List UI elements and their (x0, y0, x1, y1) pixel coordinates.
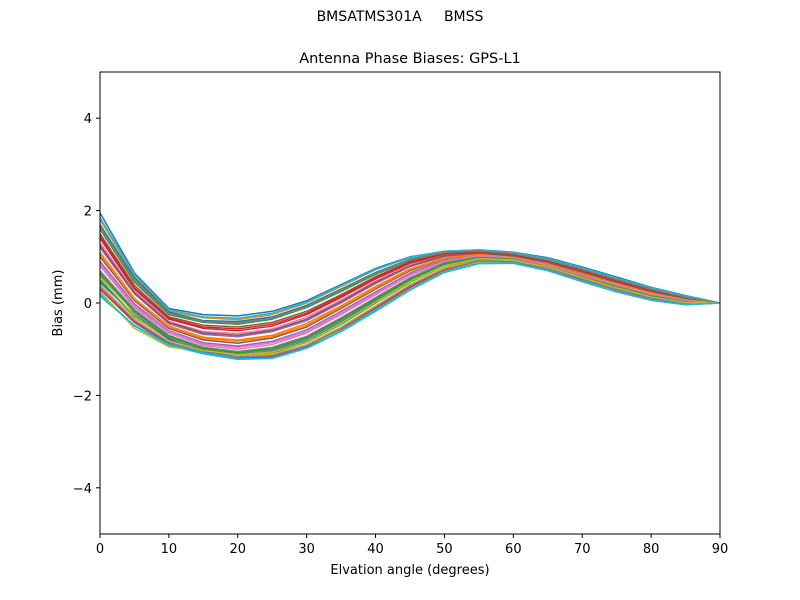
series-line-27 (100, 255, 720, 349)
y-tick-label: −2 (73, 389, 92, 404)
y-tick-label: −4 (73, 482, 92, 497)
x-tick-label: 50 (436, 542, 453, 557)
y-tick-label: 4 (84, 112, 92, 127)
x-tick-label: 70 (574, 542, 591, 557)
x-tick-label: 30 (298, 542, 315, 557)
x-tick-label: 10 (161, 542, 178, 557)
chart-title: Antenna Phase Biases: GPS-L1 (299, 51, 521, 67)
series-line-3 (100, 228, 720, 326)
y-axis: −4 −2 0 2 4 (73, 112, 100, 497)
y-tick-label: 0 (84, 297, 92, 312)
x-tick-label: 40 (367, 542, 384, 557)
series-line-20 (100, 217, 720, 319)
series-line-24 (100, 235, 720, 330)
series-line-22 (100, 253, 720, 343)
series-line-26 (100, 244, 720, 337)
x-tick-label: 0 (96, 542, 104, 557)
x-tick-label: 80 (643, 542, 660, 557)
y-axis-label: Bias (mm) (51, 270, 66, 337)
x-tick-label: 20 (230, 542, 247, 557)
series-line-30 (100, 262, 720, 360)
series-line-28 (100, 226, 720, 324)
series-line-23 (100, 256, 720, 354)
x-tick-label: 60 (505, 542, 522, 557)
y-tick-label: 2 (84, 205, 92, 220)
x-axis-label: Elvation angle (degrees) (330, 563, 489, 578)
figure-suptitle: BMSATMS301A BMSS (316, 9, 484, 25)
series-layer (100, 212, 720, 361)
plot-frame (99, 71, 721, 535)
x-axis: 0 10 20 30 40 50 60 70 80 90 (96, 534, 728, 557)
series-line-29 (100, 257, 720, 356)
x-tick-label: 90 (712, 542, 729, 557)
